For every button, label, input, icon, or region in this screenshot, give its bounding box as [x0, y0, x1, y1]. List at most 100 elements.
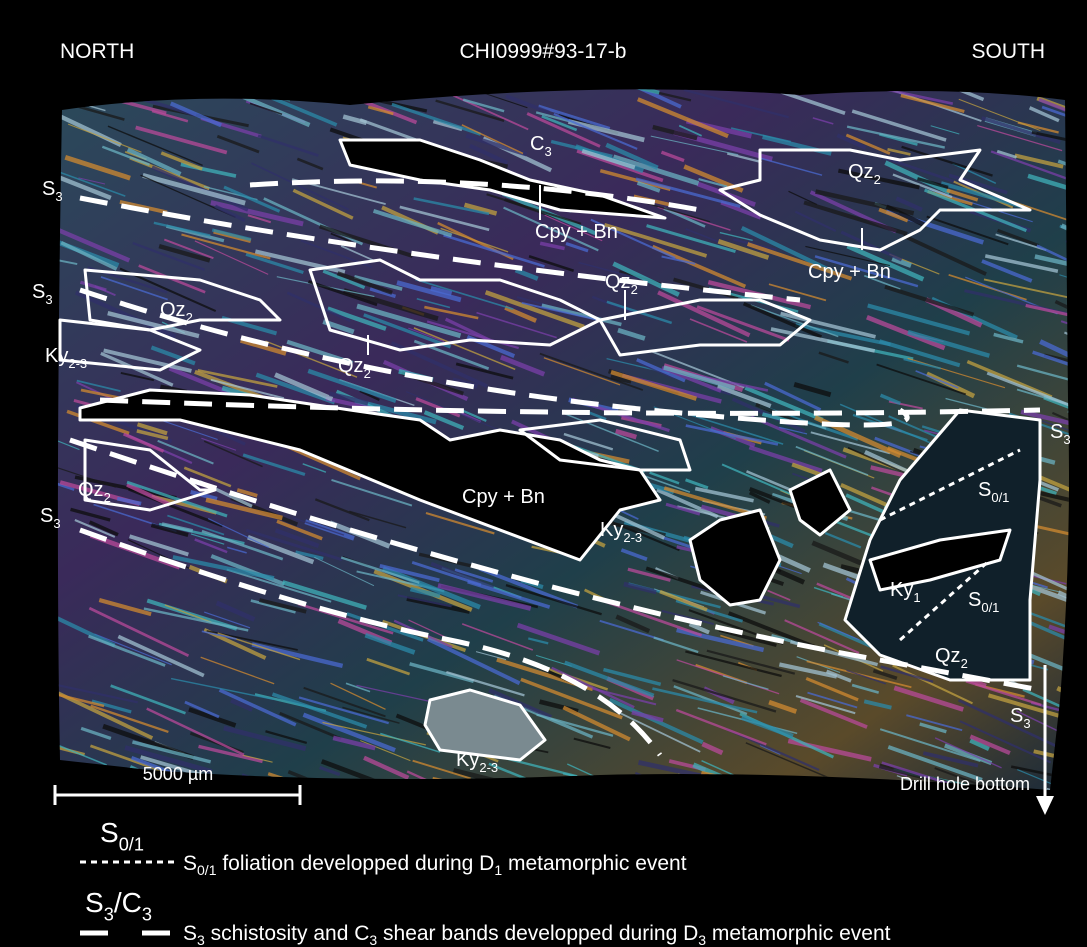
- streak: [852, 413, 928, 442]
- streak: [717, 239, 770, 260]
- label-subscript: 2: [874, 172, 881, 187]
- streak: [57, 689, 105, 708]
- streak: [778, 662, 838, 679]
- streak: [880, 665, 934, 683]
- streak: [805, 245, 890, 267]
- streak: [675, 599, 743, 623]
- annotation: Ky2-3: [600, 519, 642, 545]
- streak: [892, 664, 973, 705]
- grain-outline: [868, 528, 1012, 592]
- label-text: Cpy + Bn: [535, 221, 618, 243]
- streak: [609, 89, 660, 95]
- streak: [190, 490, 218, 501]
- streak: [107, 125, 203, 167]
- label-text: Qz: [605, 271, 631, 293]
- label-subscript: 2: [104, 490, 111, 505]
- streak: [158, 243, 211, 263]
- streak: [965, 680, 1042, 707]
- streak: [251, 162, 349, 211]
- streak: [1027, 173, 1069, 192]
- label-subscript: 3: [142, 904, 152, 924]
- streak: [795, 323, 891, 347]
- streak: [1025, 303, 1069, 318]
- streak: [413, 327, 516, 371]
- streak: [887, 148, 911, 156]
- legend-subscript: 1: [494, 862, 502, 878]
- streak: [250, 599, 296, 614]
- streak: [216, 134, 260, 154]
- streak: [748, 445, 823, 473]
- streak: [461, 124, 524, 155]
- streak: [397, 594, 452, 608]
- streak: [1033, 749, 1069, 777]
- streak: [646, 224, 736, 254]
- streak: [223, 185, 281, 213]
- streak: [906, 714, 963, 732]
- label-subscript: 3: [1063, 432, 1070, 447]
- streak: [793, 381, 832, 398]
- streak: [363, 755, 410, 780]
- streak: [399, 205, 490, 232]
- streak: [836, 133, 867, 150]
- streak: [701, 741, 724, 756]
- streak: [67, 123, 142, 153]
- streak: [768, 699, 798, 714]
- streak: [364, 632, 416, 655]
- streak: [612, 261, 680, 297]
- streak: [876, 363, 967, 396]
- streak: [767, 589, 791, 601]
- streak: [157, 439, 214, 465]
- streak: [251, 642, 344, 668]
- streak: [872, 669, 898, 680]
- annotation: Qz2: [848, 161, 881, 187]
- annotation: Qz2: [160, 299, 193, 325]
- streak: [892, 173, 953, 199]
- streak: [969, 738, 990, 752]
- grain-outline: [423, 688, 547, 762]
- grain-outline: [58, 318, 202, 372]
- streak: [57, 228, 131, 263]
- streak: [247, 534, 315, 565]
- streak: [887, 745, 983, 782]
- streak: [867, 303, 971, 336]
- streak: [814, 255, 919, 288]
- streak: [331, 479, 413, 507]
- streak: [613, 709, 701, 753]
- streak: [651, 244, 747, 289]
- streak: [721, 463, 796, 497]
- streak: [194, 240, 269, 275]
- streak: [722, 675, 769, 690]
- annotation: Qz2: [605, 271, 638, 297]
- streak: [416, 298, 451, 309]
- streak: [211, 228, 252, 242]
- streak: [825, 669, 852, 683]
- streak: [396, 280, 462, 303]
- streak: [488, 762, 530, 782]
- streak: [94, 633, 172, 666]
- s3-trace: [79, 527, 663, 757]
- streak: [223, 725, 307, 752]
- streak: [412, 759, 471, 780]
- streak: [239, 338, 287, 356]
- streak: [446, 670, 525, 697]
- streak: [91, 699, 132, 714]
- streak: [242, 754, 273, 763]
- direction-label: Drill hole bottom: [900, 774, 1030, 794]
- streak: [698, 178, 728, 188]
- annotation: S3: [1010, 705, 1031, 731]
- streak: [623, 581, 657, 595]
- scale-label: 5000 µm: [143, 764, 213, 784]
- streak: [917, 177, 949, 189]
- streak: [342, 114, 368, 126]
- streak: [543, 357, 621, 386]
- streak: [952, 162, 997, 185]
- streak: [169, 101, 223, 128]
- streak: [879, 393, 901, 406]
- streak: [719, 231, 753, 242]
- streak: [426, 320, 519, 350]
- streak: [302, 463, 327, 473]
- streak: [60, 241, 118, 271]
- streak: [163, 238, 214, 260]
- streak: [336, 271, 393, 295]
- streak: [437, 583, 532, 611]
